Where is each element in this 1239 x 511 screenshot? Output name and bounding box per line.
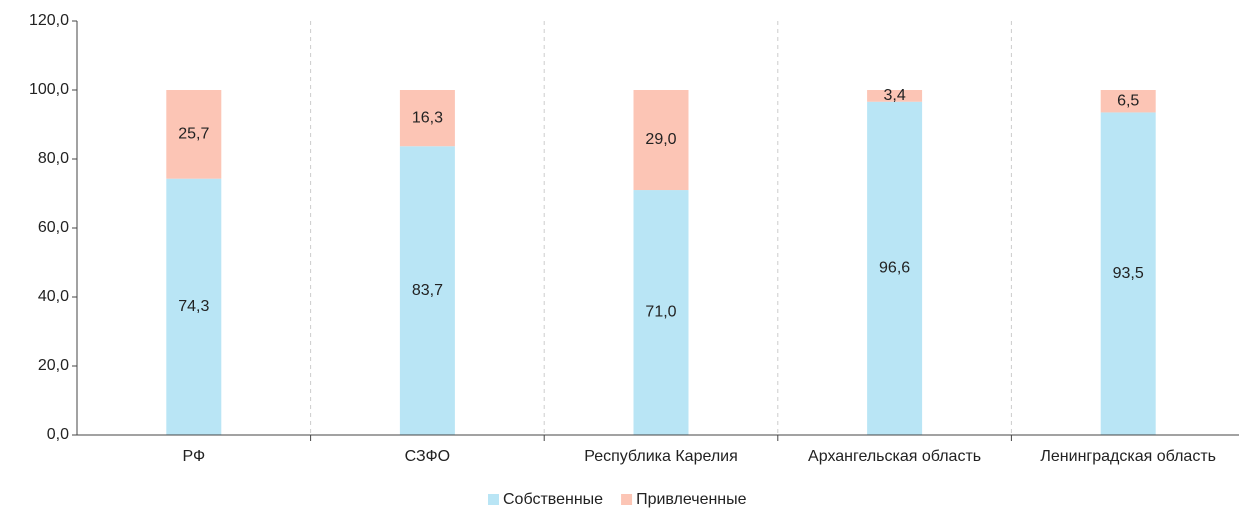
data-label: 96,6 xyxy=(879,260,910,277)
y-tick-label: 100,0 xyxy=(29,81,69,98)
x-tick-label: Республика Карелия xyxy=(584,448,738,465)
y-tick-label: 0,0 xyxy=(47,426,69,443)
y-tick-label: 20,0 xyxy=(38,357,69,374)
data-label: 25,7 xyxy=(178,126,209,143)
bar-segment xyxy=(867,101,923,435)
legend-label: Собственные xyxy=(503,491,603,508)
y-tick-label: 40,0 xyxy=(38,288,69,305)
x-tick-label: Архангельская область xyxy=(808,448,981,465)
y-tick-label: 60,0 xyxy=(38,219,69,236)
bar-segment xyxy=(633,190,689,435)
data-label: 3,4 xyxy=(883,87,905,104)
bar-segment xyxy=(166,90,222,179)
bar-segment xyxy=(633,90,689,191)
y-tick-label: 120,0 xyxy=(29,12,69,29)
data-label: 71,0 xyxy=(645,304,676,321)
data-label: 93,5 xyxy=(1113,265,1144,282)
bar-segment xyxy=(399,146,455,436)
data-label: 16,3 xyxy=(412,109,443,126)
x-tick-label: РФ xyxy=(182,448,205,465)
x-tick-label: СЗФО xyxy=(405,448,450,465)
data-label: 29,0 xyxy=(645,131,676,148)
x-tick-label: Ленинградская область xyxy=(1040,448,1216,465)
data-label: 74,3 xyxy=(178,298,209,315)
data-label: 6,5 xyxy=(1117,92,1139,109)
legend-label: Привлеченные xyxy=(636,491,747,508)
bar-segment xyxy=(399,90,455,147)
bar-segment xyxy=(1100,112,1156,436)
data-label: 83,7 xyxy=(412,282,443,299)
y-tick-label: 80,0 xyxy=(38,150,69,167)
legend-swatch xyxy=(621,494,633,505)
bar-segment xyxy=(166,178,222,436)
bar-segment xyxy=(867,90,923,102)
legend-swatch xyxy=(488,494,499,505)
bar-segment xyxy=(1100,90,1156,113)
